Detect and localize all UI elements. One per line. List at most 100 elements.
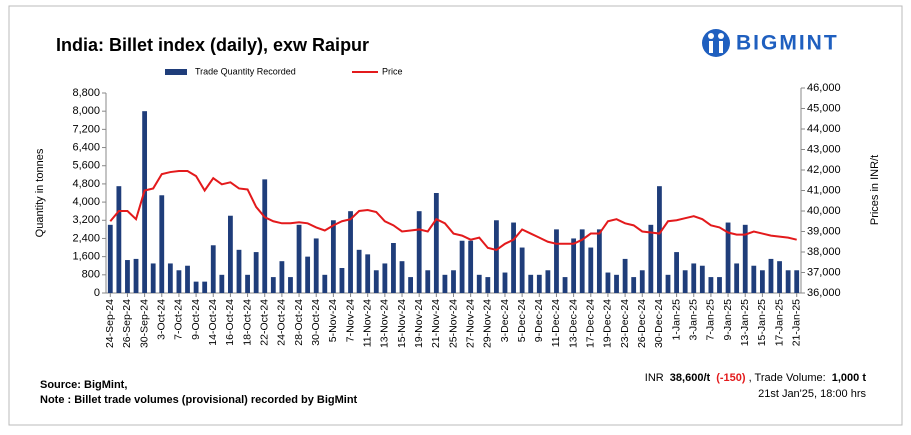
x-tick-label: 13-Nov-24: [379, 299, 391, 348]
y-tick-label: 5,600: [72, 160, 100, 172]
bar: [588, 247, 594, 293]
bar: [288, 277, 293, 293]
x-tick-label: 16-Oct-24: [224, 299, 236, 346]
bar: [193, 281, 199, 293]
bar: [476, 274, 482, 293]
x-tick-label: 21-Jan-25: [790, 299, 802, 346]
x-tick-label: 13-Jan-25: [739, 299, 751, 346]
bar: [554, 229, 559, 293]
x-tick-label: 26-Dec-24: [636, 299, 648, 348]
bar: [777, 261, 782, 293]
bar: [657, 186, 662, 293]
x-tick-label: 11-Nov-24: [361, 299, 373, 347]
bar: [691, 263, 697, 293]
x-tick-label: 24-Oct-24: [276, 299, 288, 346]
bar: [219, 274, 225, 293]
bar: [125, 260, 130, 293]
bar: [699, 265, 705, 293]
y-tick-label: 1,600: [72, 251, 100, 263]
bar: [717, 277, 722, 293]
bar: [545, 270, 551, 293]
bar: [348, 211, 353, 293]
timestamp: 21st Jan'25, 18:00 hrs: [758, 388, 866, 400]
chart-title: India: Billet index (daily), exw Raipur: [56, 35, 369, 55]
price-line: [109, 170, 797, 252]
x-tick-label: 11-Dec-24: [550, 299, 562, 347]
x-tick-label: 30-Oct-24: [310, 299, 322, 346]
bar: [408, 277, 414, 293]
x-tick-label: 24-Sep-24: [104, 299, 116, 348]
bar: [382, 263, 388, 293]
x-tick-label: 7-Nov-24: [344, 299, 356, 342]
bar: [708, 277, 714, 293]
bar: [116, 186, 122, 293]
bar: [373, 270, 379, 293]
x-tick-label: 27-Nov-24: [464, 299, 476, 348]
summary-part: , Trade Volume:: [749, 372, 826, 384]
legend-swatch: [165, 69, 187, 75]
x-tick-label: 3-Jan-25: [688, 299, 700, 341]
bar: [159, 195, 165, 293]
bar: [751, 265, 757, 293]
x-tick-label: 19-Dec-24: [602, 299, 614, 348]
bar: [519, 247, 525, 293]
bar: [322, 274, 328, 293]
summary-part: 1,000 t: [832, 372, 867, 384]
x-tick-label: 17-Jan-25: [773, 299, 785, 346]
bar: [459, 240, 465, 293]
x-tick-label: 29-Nov-24: [482, 299, 494, 348]
x-tick-label: 13-Dec-24: [567, 299, 579, 348]
summary-part: (-150): [716, 372, 746, 384]
summary-part: INR: [645, 372, 664, 384]
bar: [245, 274, 250, 293]
x-tick-label: 17-Dec-24: [585, 299, 597, 348]
bar: [330, 220, 336, 293]
bar: [579, 229, 585, 293]
y2-tick-label: 46,000: [807, 82, 841, 94]
x-tick-label: 5-Dec-24: [516, 299, 528, 342]
bar: [725, 222, 731, 293]
y2-tick-label: 38,000: [807, 246, 841, 258]
x-tick-label: 30-Sep-24: [138, 299, 150, 348]
bar: [202, 281, 208, 293]
y-tick-label: 4,000: [72, 196, 100, 208]
y-axis-title: Quantity in tonnes: [34, 148, 46, 237]
legend-label: Price: [382, 66, 403, 76]
bar: [313, 238, 319, 293]
bar: [536, 274, 542, 293]
bar: [210, 245, 216, 293]
y-tick-label: 6,400: [72, 141, 100, 153]
x-tick-label: 1-Jan-25: [670, 299, 682, 341]
bar: [236, 249, 242, 293]
frame: [8, 5, 903, 426]
bar: [176, 270, 182, 293]
x-tick-label: 26-Sep-24: [121, 299, 133, 348]
bar: [502, 272, 508, 293]
bar: [133, 258, 139, 293]
y2-tick-label: 40,000: [807, 205, 841, 217]
bar: [399, 261, 405, 293]
x-tick-label: 21-Nov-24: [430, 299, 442, 348]
y2-tick-label: 37,000: [807, 266, 841, 278]
bar: [665, 274, 671, 293]
bar: [451, 270, 456, 293]
x-tick-label: 23-Dec-24: [619, 299, 631, 348]
bar: [742, 224, 748, 293]
logo: [702, 29, 730, 57]
bar: [356, 249, 362, 293]
bar: [365, 254, 371, 293]
y2-tick-label: 43,000: [807, 143, 841, 155]
source: Source: BigMint,: [40, 379, 127, 391]
y-tick-label: 800: [82, 269, 100, 281]
bar: [631, 277, 637, 293]
bar: [596, 229, 602, 293]
legend-label: Trade Quantity Recorded: [195, 66, 296, 76]
bar: [425, 270, 431, 293]
bar: [167, 263, 173, 293]
x-tick-label: 15-Jan-25: [756, 299, 768, 346]
y-tick-label: 8,000: [72, 105, 100, 117]
bar: [511, 222, 516, 293]
bar: [674, 252, 679, 293]
bar: [262, 179, 268, 293]
